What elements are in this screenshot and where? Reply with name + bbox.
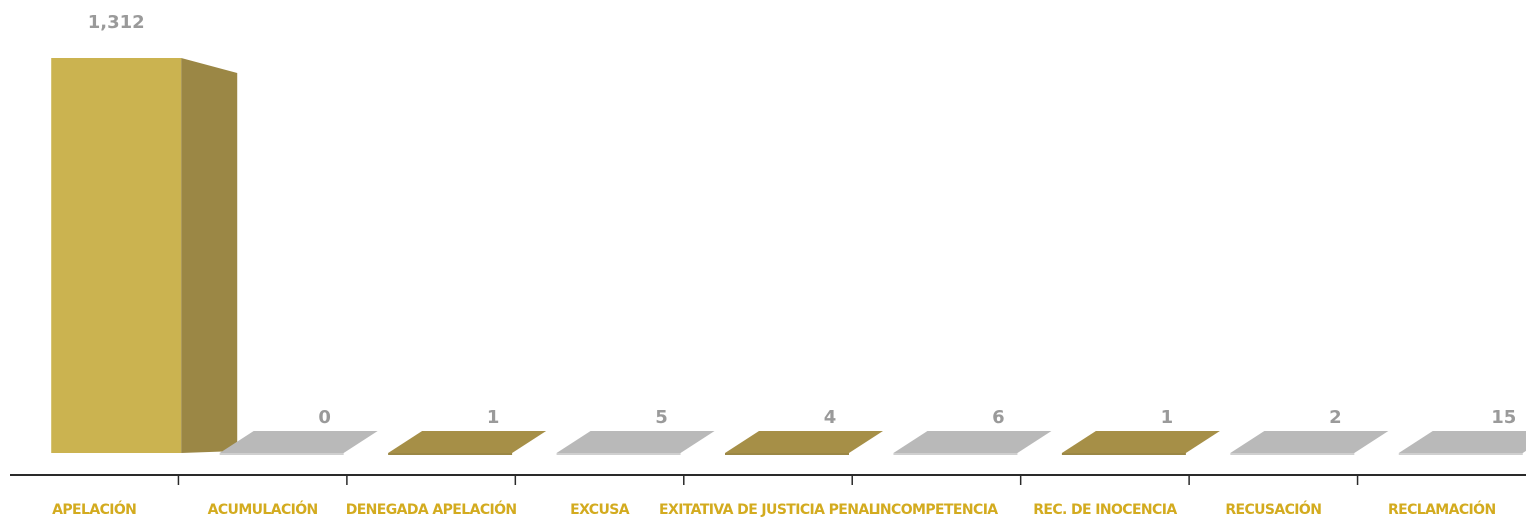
bar-top-face bbox=[556, 431, 715, 453]
bar-denegada-apelacion bbox=[388, 431, 547, 455]
bar-edge bbox=[1230, 453, 1355, 455]
bar-excusa bbox=[556, 431, 715, 455]
bar-front-face bbox=[51, 58, 182, 453]
category-label-exitativa-de-justicia-penal: EXITATIVA DE JUSTICIA PENAL bbox=[659, 502, 878, 518]
category-label-acumulacion: ACUMULACIÓN bbox=[208, 500, 318, 518]
bar-edge bbox=[893, 453, 1018, 455]
bar-top-face bbox=[1230, 431, 1389, 453]
bar-top-face bbox=[1061, 431, 1220, 453]
bar-edge bbox=[556, 453, 681, 455]
bar-top-face bbox=[725, 431, 883, 453]
bar-reclamacion bbox=[1398, 431, 1526, 455]
category-labels-group: APELACIÓN ACUMULACIÓN DENEGADA APELACIÓN EX… bbox=[52, 500, 1496, 518]
bar-edge bbox=[1061, 453, 1186, 455]
value-label-apelacion: 1,312 bbox=[88, 12, 145, 33]
bar-top-face bbox=[893, 431, 1052, 453]
bar-exitativa-de-justicia-penal bbox=[725, 431, 883, 455]
value-label-recusacion: 2 bbox=[1329, 407, 1342, 428]
bar-recusacion bbox=[1230, 431, 1389, 455]
bar-edge bbox=[219, 453, 344, 455]
bar-rec-de-inocencia bbox=[1061, 431, 1220, 455]
value-label-excusa: 5 bbox=[655, 407, 668, 428]
x-axis-ticks bbox=[177, 475, 1359, 485]
bar-incompetencia bbox=[893, 431, 1052, 455]
category-label-denegada-apelacion: DENEGADA APELACIÓN bbox=[346, 500, 517, 518]
bar-top-face bbox=[388, 431, 547, 453]
value-label-reclamacion: 15 bbox=[1491, 407, 1516, 428]
category-label-incompetencia: INCOMPETENCIA bbox=[875, 502, 998, 518]
value-label-exitativa-de-justicia-penal: 4 bbox=[824, 407, 837, 428]
category-label-recusacion: RECUSACIÓN bbox=[1225, 500, 1321, 518]
value-label-denegada-apelacion: 1 bbox=[487, 407, 500, 428]
bar-edge bbox=[388, 453, 513, 455]
bar-top-face bbox=[219, 431, 378, 453]
bar-edge bbox=[725, 453, 849, 455]
category-label-excusa: EXCUSA bbox=[570, 502, 630, 518]
value-label-rec-de-inocencia: 1 bbox=[1161, 407, 1174, 428]
category-label-rec-de-inocencia: REC. DE INOCENCIA bbox=[1033, 502, 1177, 518]
value-label-incompetencia: 6 bbox=[992, 407, 1005, 428]
bar-top-face bbox=[1398, 431, 1526, 453]
value-label-acumulacion: 0 bbox=[318, 407, 331, 428]
bar-side-face bbox=[181, 58, 238, 453]
bars-group bbox=[51, 58, 1526, 455]
bar-acumulacion bbox=[219, 431, 378, 455]
bar-apelacion bbox=[51, 58, 238, 453]
category-label-reclamacion: RECLAMACIÓN bbox=[1388, 500, 1496, 518]
bar-edge bbox=[1398, 453, 1523, 455]
category-label-apelacion: APELACIÓN bbox=[52, 500, 136, 518]
